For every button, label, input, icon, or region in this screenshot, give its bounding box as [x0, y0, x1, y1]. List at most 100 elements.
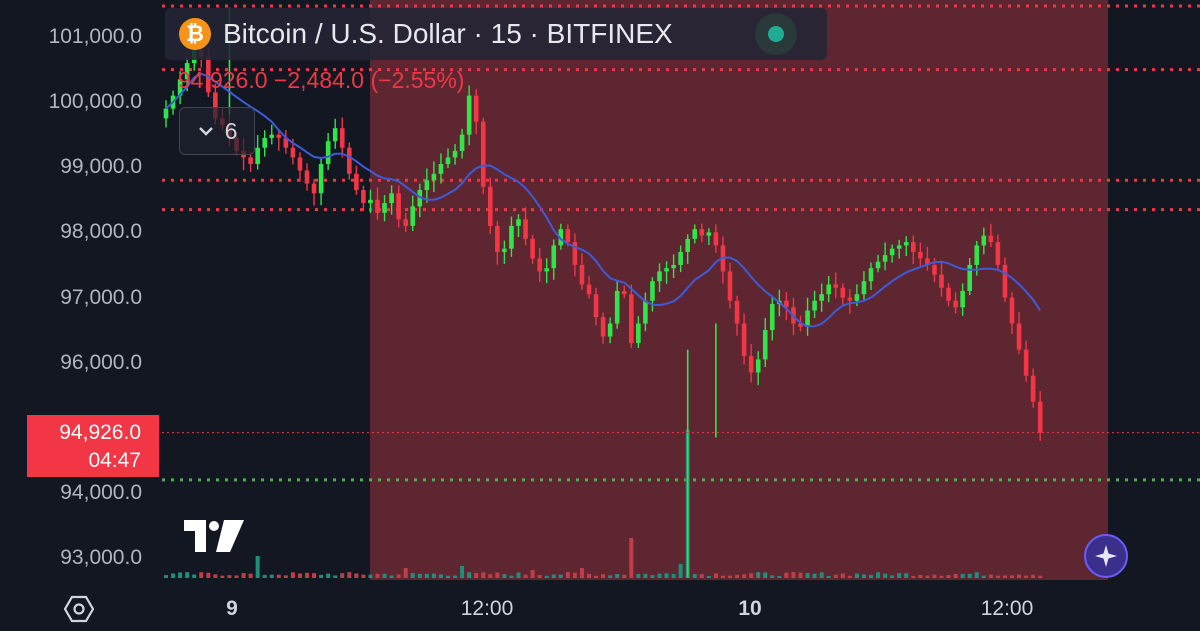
- candle-body: [734, 300, 740, 324]
- volume-bar: [389, 575, 394, 578]
- candle-body: [981, 235, 987, 246]
- candle-body: [1002, 264, 1008, 298]
- volume-bar: [742, 574, 747, 578]
- volume-bar: [340, 573, 345, 578]
- volume-bar: [572, 572, 577, 578]
- candle-body: [840, 287, 846, 298]
- candle-body: [741, 323, 747, 357]
- candle-body: [621, 290, 627, 295]
- candle-body: [755, 359, 761, 373]
- volume-bar: [530, 570, 535, 578]
- price-change-label: 94,926.0 −2,484.0 (−2.55%): [178, 67, 465, 93]
- volume-bar: [805, 572, 810, 578]
- volume-bar: [199, 572, 204, 578]
- candle-body: [988, 235, 994, 243]
- volume-bar: [1024, 575, 1029, 578]
- ai-assistant-button[interactable]: [1084, 534, 1128, 578]
- volume-bar: [403, 568, 408, 578]
- candle-body: [805, 310, 810, 327]
- candle-body: [297, 157, 303, 171]
- volume-bar: [516, 572, 521, 578]
- candle-body: [410, 206, 416, 226]
- volume-bar: [615, 574, 620, 578]
- volume-bar: [481, 572, 486, 578]
- volume-bar: [368, 574, 373, 578]
- candle-body: [339, 128, 345, 148]
- candle-body: [664, 268, 669, 272]
- volume-bar: [558, 574, 563, 578]
- symbol-legend[interactable]: ₿ Bitcoin / U.S. Dollar · 15 · BITFINEX: [165, 8, 827, 60]
- volume-bar: [431, 573, 436, 578]
- candle-body: [290, 147, 296, 158]
- volume-bar: [579, 568, 584, 578]
- volume-bar: [523, 574, 528, 578]
- candle-body: [304, 170, 310, 184]
- volume-bar: [869, 574, 873, 578]
- chevron-down-icon: [198, 127, 213, 136]
- volume-bar: [847, 575, 852, 578]
- candle-body: [636, 323, 641, 344]
- volume-bar: [657, 573, 662, 578]
- volume-bar: [883, 573, 888, 578]
- price-axis-label: 98,000.0: [60, 220, 142, 244]
- session-highlight: [370, 0, 1108, 580]
- candle-body: [368, 199, 373, 204]
- volume-bar: [509, 575, 514, 578]
- current-price-tag: 94,926.0 04:47: [27, 415, 159, 477]
- volume-bar: [749, 573, 754, 578]
- volume-bar: [911, 575, 916, 578]
- moving-average-line: [165, 72, 1042, 328]
- candle-body: [889, 248, 895, 256]
- symbol-title[interactable]: Bitcoin / U.S. Dollar · 15 · BITFINEX: [223, 18, 673, 49]
- candle-body: [882, 255, 888, 262]
- volume-bar: [861, 574, 866, 578]
- volume-bar: [784, 572, 789, 578]
- candle-body: [255, 147, 260, 164]
- candle-body: [184, 63, 190, 80]
- hexagon-settings-icon[interactable]: [64, 594, 94, 624]
- current-price-value: 94,926.0: [59, 421, 141, 444]
- volume-bar: [904, 573, 909, 578]
- volume-bar: [488, 574, 493, 578]
- candle-body: [396, 193, 401, 220]
- volume-bar: [819, 572, 824, 578]
- candle-body: [495, 225, 500, 252]
- volume-bar: [720, 575, 725, 578]
- candle-body: [854, 294, 860, 301]
- volume-bar: [396, 574, 401, 578]
- time-axis-label: 10: [738, 597, 762, 620]
- market-status-indicator[interactable]: [755, 13, 797, 55]
- candle-body: [572, 242, 578, 265]
- sparkle-icon: [1095, 545, 1117, 567]
- volume-bar: [544, 575, 549, 578]
- volume-bar: [375, 573, 380, 578]
- indicators-toggle-button[interactable]: 6: [179, 107, 255, 155]
- volume-bar: [283, 575, 288, 578]
- candle-body: [509, 225, 514, 249]
- volume-bar: [622, 574, 627, 578]
- volume-bar: [960, 573, 965, 578]
- candle-body: [896, 245, 902, 249]
- volume-bar: [474, 572, 479, 578]
- candle-body: [537, 258, 542, 272]
- volume-bar: [276, 574, 281, 578]
- candle-body: [657, 271, 662, 282]
- volume-bar: [608, 575, 613, 578]
- time-axis-label: 12:00: [460, 597, 514, 620]
- volume-bar: [812, 573, 817, 578]
- candle-body: [748, 356, 754, 373]
- candle-body: [819, 294, 824, 301]
- candle-body: [466, 95, 472, 135]
- candle-body: [480, 121, 486, 187]
- candle-body: [911, 242, 916, 252]
- candle-body: [875, 261, 881, 269]
- candle-body: [502, 248, 507, 252]
- candle-body: [678, 251, 683, 265]
- candle-body: [283, 137, 289, 148]
- tradingview-logo[interactable]: [184, 520, 248, 554]
- candle-body: [431, 173, 437, 181]
- candle-body: [473, 95, 479, 122]
- candle-body: [565, 229, 571, 243]
- candle-body: [671, 264, 676, 269]
